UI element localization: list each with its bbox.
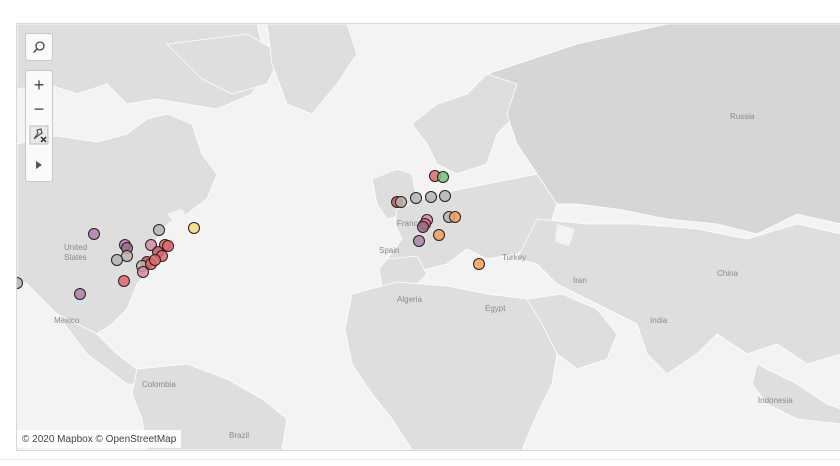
zoom-in-button[interactable]: + bbox=[33, 74, 45, 95]
map-marker-ca-e[interactable] bbox=[188, 222, 200, 234]
map-marker-us-ne2[interactable] bbox=[145, 239, 157, 251]
map-marker-eu-n4[interactable] bbox=[437, 171, 449, 183]
map-marker-us-nw[interactable] bbox=[88, 228, 100, 240]
map-marker-us-e6[interactable] bbox=[137, 266, 149, 278]
map-marker-uk2[interactable] bbox=[395, 196, 407, 208]
divider bbox=[0, 459, 840, 460]
map-marker-us-tx[interactable] bbox=[74, 288, 86, 300]
map-marker-us-ne1[interactable] bbox=[153, 224, 165, 236]
map-marker-eu-s2[interactable] bbox=[413, 235, 425, 247]
map-marker-uk3[interactable] bbox=[410, 192, 422, 204]
map-marker-eu-c3[interactable] bbox=[417, 221, 429, 233]
label-united-states: United States bbox=[64, 243, 88, 262]
map-view[interactable]: Russia United States France Spain Turkey… bbox=[16, 23, 840, 451]
map-marker-eu-s1[interactable] bbox=[433, 229, 445, 241]
map-search-button[interactable] bbox=[25, 33, 53, 61]
markers-layer bbox=[17, 170, 485, 300]
map-marker-us-w[interactable] bbox=[17, 277, 23, 289]
expand-toolbar-button[interactable] bbox=[26, 153, 52, 177]
map-marker-eu-n2[interactable] bbox=[439, 190, 451, 202]
label-india: India bbox=[650, 316, 668, 325]
label-iran: Iran bbox=[573, 276, 587, 285]
map-marker-us-e7[interactable] bbox=[149, 254, 161, 266]
label-spain: Spain bbox=[379, 246, 400, 255]
label-algeria: Algeria bbox=[397, 295, 422, 304]
map-marker-us-e1[interactable] bbox=[121, 250, 133, 262]
label-colombia: Colombia bbox=[142, 380, 176, 389]
pin-clear-icon bbox=[29, 125, 49, 145]
label-russia: Russia bbox=[730, 112, 755, 121]
label-turkey: Turkey bbox=[502, 253, 527, 262]
map-marker-tr[interactable] bbox=[473, 258, 485, 270]
map-marker-us-se[interactable] bbox=[118, 275, 130, 287]
zoom-out-button[interactable]: − bbox=[33, 98, 45, 119]
map-marker-eu-c5[interactable] bbox=[449, 211, 461, 223]
world-map-basemap bbox=[17, 24, 840, 450]
map-marker-us-e2[interactable] bbox=[111, 254, 123, 266]
clear-pin-button[interactable] bbox=[26, 123, 52, 147]
map-attribution[interactable]: © 2020 Mapbox © OpenStreetMap bbox=[17, 430, 182, 448]
label-mexico: Mexico bbox=[54, 316, 80, 325]
label-brazil: Brazil bbox=[229, 431, 250, 440]
map-marker-us-ne4[interactable] bbox=[162, 240, 174, 252]
label-france: France bbox=[397, 219, 422, 228]
label-egypt: Egypt bbox=[485, 304, 506, 313]
map-marker-eu-n1[interactable] bbox=[425, 191, 437, 203]
label-indonesia: Indonesia bbox=[758, 396, 793, 405]
search-icon bbox=[33, 41, 45, 53]
label-china: China bbox=[717, 269, 738, 278]
play-icon bbox=[36, 161, 42, 169]
map-toolbar: + − bbox=[25, 70, 53, 182]
